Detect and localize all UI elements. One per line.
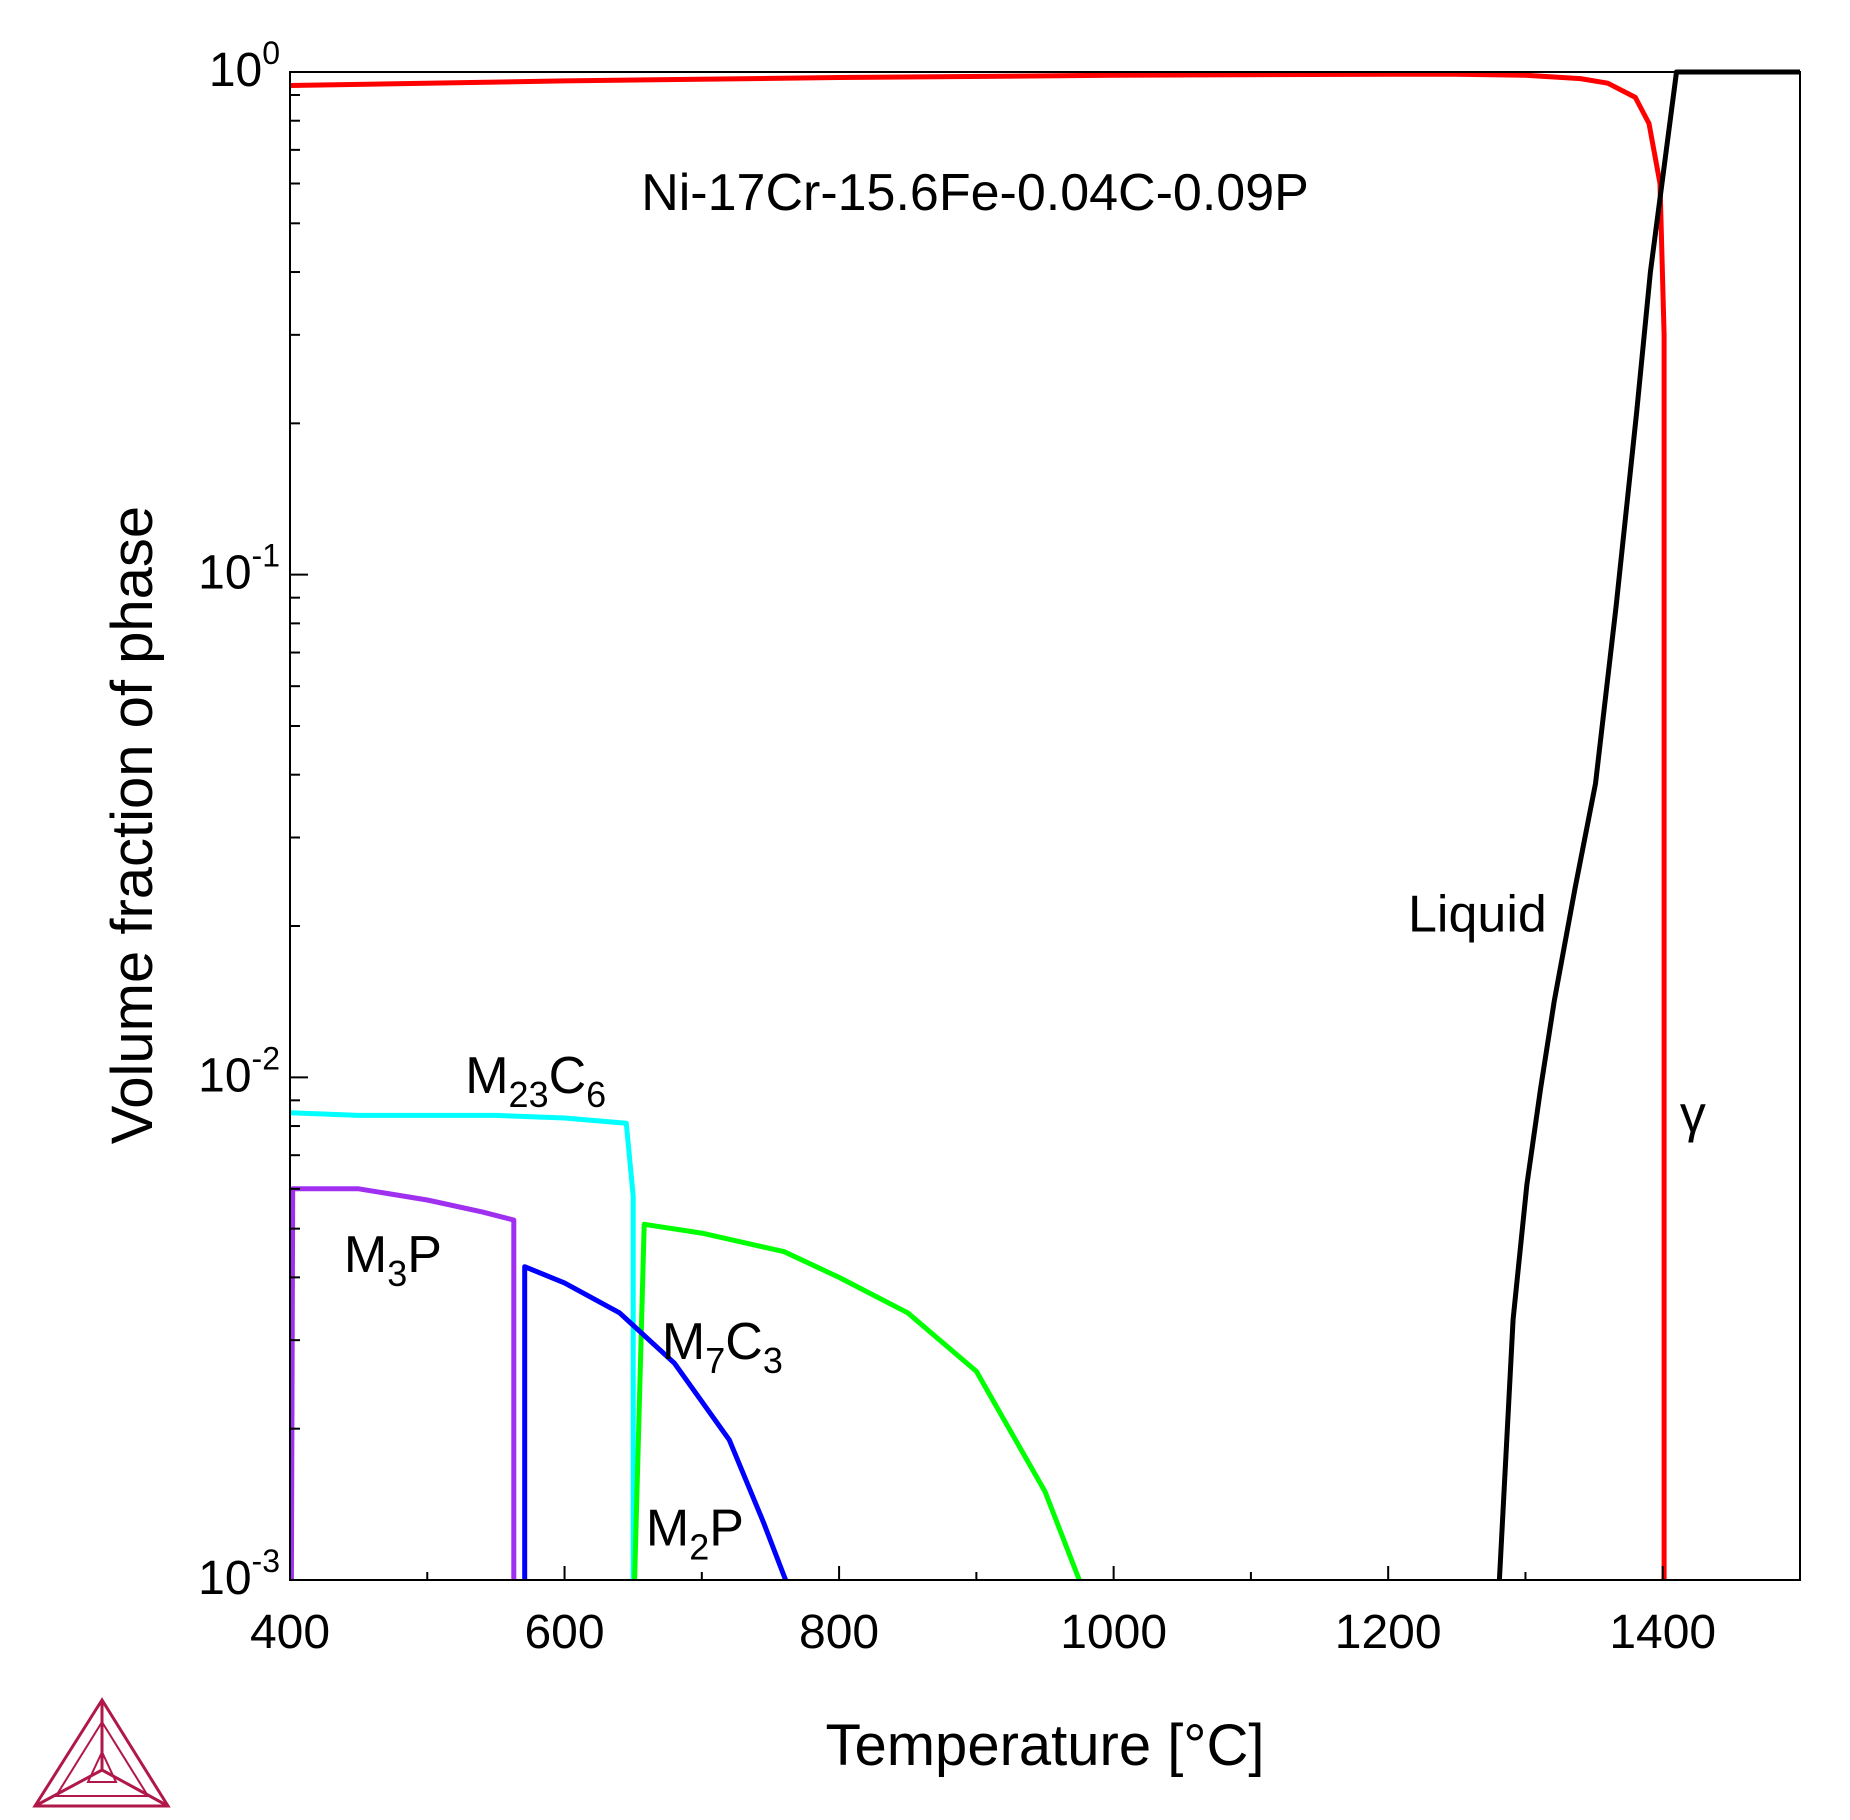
labels-layer: Liquid γ M23C6 M3P M7C3 M2P: [344, 886, 1706, 1568]
y-tick-label: 10-2: [198, 1040, 280, 1102]
series-line-0: [290, 71, 1667, 1580]
y-axis-title: Volume fraction of phase: [100, 506, 165, 1144]
series-line-2: [290, 1110, 636, 1580]
x-tick-label: 1200: [1335, 1606, 1442, 1659]
series-line-5: [522, 1264, 788, 1581]
phase-label: M3P: [344, 1226, 442, 1294]
phase-label: Liquid: [1408, 886, 1547, 944]
x-tick-label: 600: [524, 1606, 604, 1659]
x-tick-label: 400: [250, 1606, 330, 1659]
phase-label: M2P: [646, 1500, 744, 1568]
series-line-1: [1496, 69, 1800, 1581]
y-tick-label: 10-1: [198, 538, 280, 600]
phase-label: γ: [1680, 1086, 1706, 1144]
series-line-4: [632, 1221, 1082, 1581]
plot-frame: [289, 71, 1801, 1581]
series-layer: [290, 69, 1800, 1581]
x-tick-label: 800: [799, 1606, 879, 1659]
ticks-layer: 400 600 800 1000 1200 1400 100 10-1 10-2 10-3: [198, 35, 1716, 1659]
x-tick-label: 1400: [1609, 1606, 1716, 1659]
phase-label: M7C3: [662, 1313, 783, 1381]
series-line-3: [290, 1186, 517, 1581]
thermo-calc-logo-icon: [32, 1697, 171, 1808]
phase-label: M23C6: [465, 1047, 606, 1115]
chart-annotation: Ni-17Cr-15.6Fe-0.04C-0.09P: [641, 164, 1309, 222]
y-tick-label: 10-3: [198, 1543, 280, 1605]
y-tick-label: 100: [209, 35, 280, 97]
x-tick-label: 1000: [1060, 1606, 1167, 1659]
x-axis-title: Temperature [°C]: [825, 1713, 1264, 1778]
